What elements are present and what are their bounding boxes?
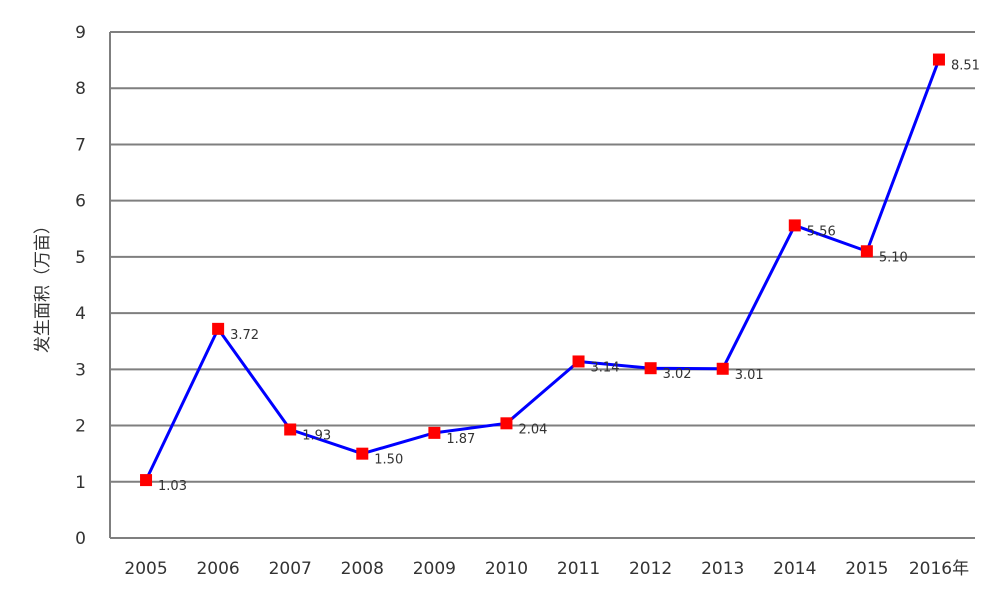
data-label: 5.56	[807, 224, 836, 239]
x-tick-label: 2015	[845, 559, 888, 579]
x-tick-label: 2011	[557, 559, 600, 579]
data-point-marker	[212, 322, 225, 335]
data-label: 1.50	[374, 453, 403, 468]
data-point-marker	[428, 426, 441, 439]
data-labels: 1.03 3.72 1.93 1.50 1.87 2.04 3.14 3.02 3.01 5.56…	[158, 59, 980, 495]
data-label: 3.14	[591, 360, 620, 375]
data-markers	[140, 53, 945, 487]
y-tick-label: 2	[75, 417, 86, 437]
data-point-marker	[932, 53, 945, 66]
y-tick-label: 9	[75, 23, 86, 43]
data-label: 3.02	[663, 367, 692, 382]
y-tick-label: 0	[75, 529, 86, 549]
x-tick-label: 2016年	[909, 559, 969, 579]
y-tick-label: 7	[75, 135, 86, 155]
x-tick-label: 2014	[773, 559, 816, 579]
data-point-marker	[716, 362, 729, 375]
y-tick-label: 6	[75, 192, 86, 212]
y-axis-title: 发生面积（万亩）	[33, 217, 53, 353]
data-label: 1.87	[446, 432, 475, 447]
x-tick-label: 2005	[124, 559, 167, 579]
x-tick-labels: 2005 2006 2007 2008 2009 2010 2011 2012 2013 2014…	[124, 559, 969, 579]
y-tick-label: 3	[75, 360, 86, 380]
data-point-marker	[140, 474, 153, 487]
x-tick-label: 2013	[701, 559, 744, 579]
data-label: 5.10	[879, 250, 908, 265]
data-point-marker	[788, 219, 801, 232]
data-point-marker	[284, 423, 297, 436]
axes	[109, 32, 975, 539]
y-tick-label: 8	[75, 79, 86, 99]
data-point-marker	[860, 245, 873, 258]
data-label: 1.03	[158, 479, 187, 494]
x-tick-label: 2012	[629, 559, 672, 579]
data-label: 2.04	[518, 422, 547, 437]
data-point-marker	[500, 417, 513, 430]
y-tick-labels: 0 1 2 3 4 5 6 7 8 9	[75, 23, 86, 549]
data-point-marker	[572, 355, 585, 368]
y-tick-label: 5	[75, 248, 86, 268]
gridlines	[110, 31, 975, 483]
x-tick-label: 2006	[196, 559, 239, 579]
y-tick-label: 4	[75, 304, 86, 324]
data-point-marker	[356, 447, 369, 460]
data-label: 3.72	[230, 328, 259, 343]
y-tick-label: 1	[75, 473, 86, 493]
x-tick-label: 2009	[413, 559, 456, 579]
x-tick-label: 2010	[485, 559, 528, 579]
data-label: 3.01	[735, 368, 764, 383]
x-tick-label: 2007	[269, 559, 312, 579]
x-tick-label: 2008	[341, 559, 384, 579]
data-label: 8.51	[951, 59, 980, 74]
series-line	[144, 59, 941, 481]
data-label: 1.93	[302, 428, 331, 443]
data-point-marker	[644, 362, 657, 375]
